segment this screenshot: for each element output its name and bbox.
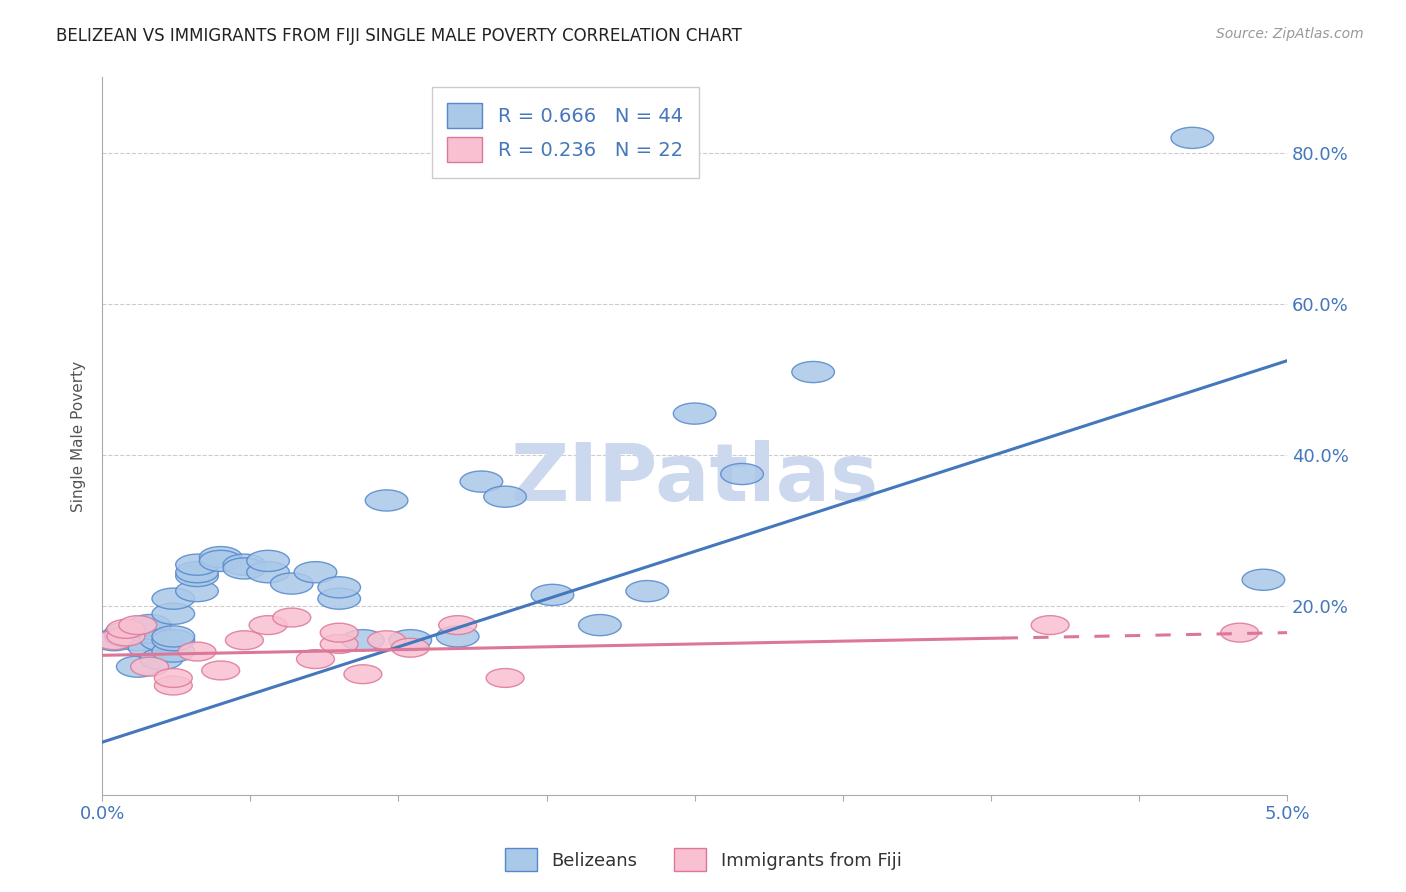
Ellipse shape xyxy=(128,615,172,636)
Ellipse shape xyxy=(318,588,360,609)
Y-axis label: Single Male Poverty: Single Male Poverty xyxy=(72,360,86,512)
Ellipse shape xyxy=(93,630,135,651)
Ellipse shape xyxy=(104,626,148,647)
Ellipse shape xyxy=(131,657,169,676)
Ellipse shape xyxy=(176,581,218,602)
Text: BELIZEAN VS IMMIGRANTS FROM FIJI SINGLE MALE POVERTY CORRELATION CHART: BELIZEAN VS IMMIGRANTS FROM FIJI SINGLE … xyxy=(56,27,742,45)
Ellipse shape xyxy=(460,471,503,492)
Ellipse shape xyxy=(128,637,172,658)
Ellipse shape xyxy=(128,622,172,643)
Ellipse shape xyxy=(321,624,359,642)
Ellipse shape xyxy=(578,615,621,636)
Text: Source: ZipAtlas.com: Source: ZipAtlas.com xyxy=(1216,27,1364,41)
Ellipse shape xyxy=(673,403,716,425)
Ellipse shape xyxy=(104,622,148,643)
Ellipse shape xyxy=(531,584,574,606)
Ellipse shape xyxy=(321,634,359,654)
Legend: Belizeans, Immigrants from Fiji: Belizeans, Immigrants from Fiji xyxy=(498,841,908,879)
Ellipse shape xyxy=(128,618,172,640)
Ellipse shape xyxy=(141,648,183,670)
Ellipse shape xyxy=(152,603,194,624)
Ellipse shape xyxy=(152,588,194,609)
Ellipse shape xyxy=(141,630,183,651)
Ellipse shape xyxy=(792,361,835,383)
Ellipse shape xyxy=(224,554,266,575)
Ellipse shape xyxy=(249,615,287,634)
Ellipse shape xyxy=(318,577,360,598)
Ellipse shape xyxy=(225,631,263,649)
Ellipse shape xyxy=(273,608,311,627)
Ellipse shape xyxy=(294,562,337,582)
Ellipse shape xyxy=(117,630,159,651)
Ellipse shape xyxy=(344,665,382,683)
Ellipse shape xyxy=(152,630,194,651)
Legend: R = 0.666   N = 44, R = 0.236   N = 22: R = 0.666 N = 44, R = 0.236 N = 22 xyxy=(432,87,699,178)
Ellipse shape xyxy=(152,641,194,662)
Ellipse shape xyxy=(155,668,193,688)
Ellipse shape xyxy=(1241,569,1285,591)
Ellipse shape xyxy=(107,619,145,639)
Ellipse shape xyxy=(367,631,405,649)
Ellipse shape xyxy=(391,639,429,657)
Ellipse shape xyxy=(366,490,408,511)
Ellipse shape xyxy=(201,661,239,680)
Ellipse shape xyxy=(484,486,526,508)
Ellipse shape xyxy=(439,615,477,634)
Ellipse shape xyxy=(297,649,335,668)
Ellipse shape xyxy=(436,626,479,647)
Ellipse shape xyxy=(152,626,194,647)
Ellipse shape xyxy=(200,550,242,572)
Ellipse shape xyxy=(179,642,217,661)
Ellipse shape xyxy=(486,668,524,688)
Ellipse shape xyxy=(176,562,218,582)
Ellipse shape xyxy=(200,547,242,567)
Ellipse shape xyxy=(107,627,145,646)
Ellipse shape xyxy=(1220,624,1258,642)
Ellipse shape xyxy=(247,562,290,582)
Ellipse shape xyxy=(389,630,432,651)
Text: ZIPatlas: ZIPatlas xyxy=(510,441,879,518)
Ellipse shape xyxy=(1031,615,1069,634)
Ellipse shape xyxy=(270,573,314,594)
Ellipse shape xyxy=(342,630,384,651)
Ellipse shape xyxy=(247,550,290,572)
Ellipse shape xyxy=(176,554,218,575)
Ellipse shape xyxy=(96,631,134,649)
Ellipse shape xyxy=(1171,128,1213,148)
Ellipse shape xyxy=(721,464,763,484)
Ellipse shape xyxy=(176,566,218,587)
Ellipse shape xyxy=(224,558,266,579)
Ellipse shape xyxy=(117,657,159,677)
Ellipse shape xyxy=(626,581,669,602)
Ellipse shape xyxy=(118,615,156,634)
Ellipse shape xyxy=(155,676,193,695)
